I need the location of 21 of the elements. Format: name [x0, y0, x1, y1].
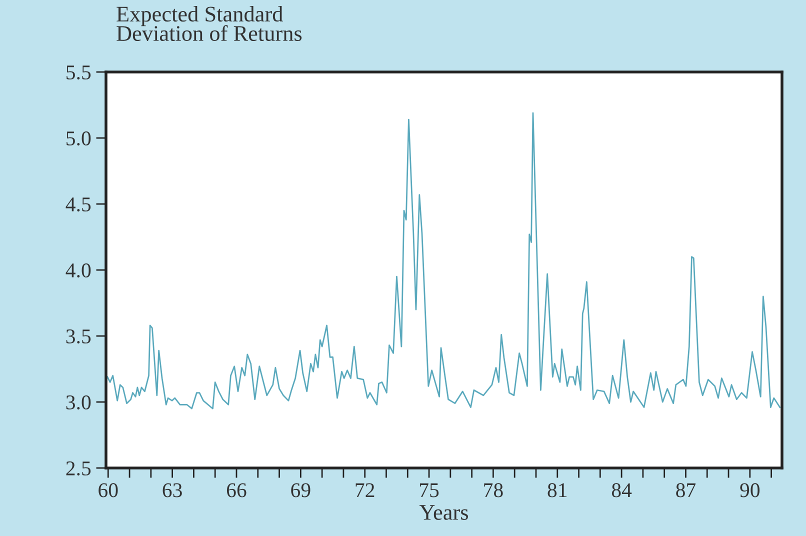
x-tick-label: 90: [740, 483, 760, 498]
y-tick-label: 5.0: [66, 131, 91, 146]
y-tick-label: 4.0: [66, 263, 91, 278]
x-tick-label: 81: [548, 483, 567, 498]
x-tick-label: 69: [291, 483, 310, 498]
x-axis-title: Years: [419, 505, 468, 520]
x-tick-label: 78: [484, 483, 503, 498]
y-tick-label: 3.0: [66, 395, 91, 410]
y-tick-label: 3.5: [66, 329, 91, 344]
x-tick-label: 84: [612, 483, 632, 498]
x-tick-label: 87: [676, 483, 696, 498]
x-tick-label: 63: [162, 483, 182, 498]
line-series: [106, 112, 781, 410]
x-tick-label: 60: [98, 483, 118, 498]
y-tick-label: 5.5: [66, 66, 91, 80]
y-tick-label: 2.5: [66, 461, 91, 476]
y-tick-label: 4.5: [66, 198, 91, 212]
x-tick-label: 66: [226, 483, 246, 498]
y-axis-title: Expected Standard Deviation of Returns: [116, 6, 302, 42]
x-tick-label: 72: [356, 483, 374, 498]
x-tick-label: 75: [420, 483, 439, 498]
